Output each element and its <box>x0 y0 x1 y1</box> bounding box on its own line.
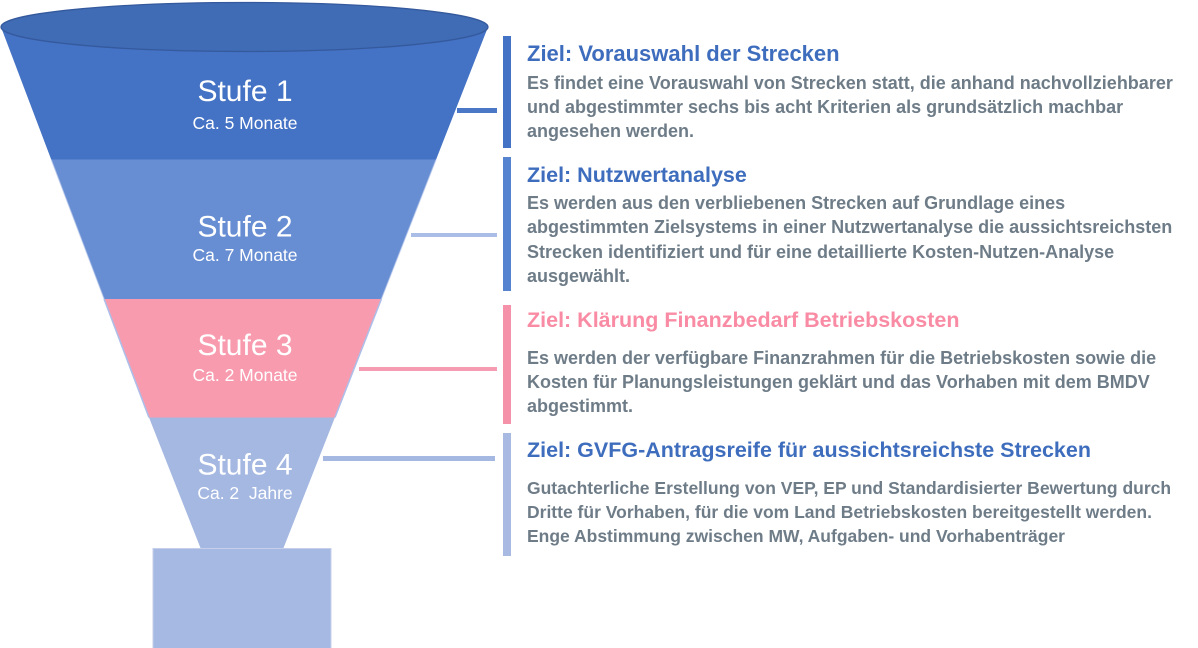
svg-text:Stufe 3: Stufe 3 <box>197 329 292 362</box>
svg-text:Stufe 4: Stufe 4 <box>197 449 292 482</box>
svg-text:Stufe 1: Stufe 1 <box>197 75 292 108</box>
svg-text:Ca. 2 Monate: Ca. 2 Monate <box>192 365 297 385</box>
svg-text:Ca. 5 Monate: Ca. 5 Monate <box>192 113 297 133</box>
svg-text:Ca. 2 Jahre: Ca. 2 Jahre <box>197 483 292 503</box>
svg-text:Ca. 7 Monate: Ca. 7 Monate <box>192 245 297 265</box>
svg-text:Stufe 2: Stufe 2 <box>197 211 292 244</box>
